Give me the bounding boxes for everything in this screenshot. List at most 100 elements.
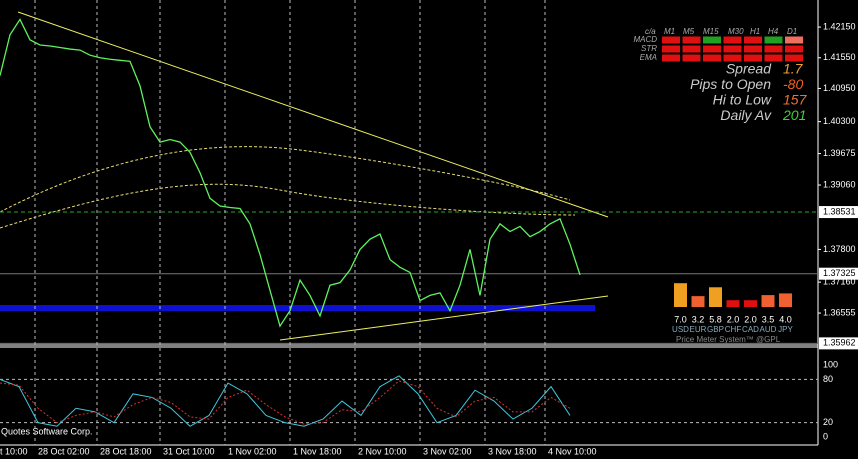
x-tick-label: 3 Nov 02:00 bbox=[423, 446, 472, 456]
signal-cell bbox=[682, 54, 701, 62]
signal-cell bbox=[703, 54, 721, 62]
y-tick-label: 1.42150 bbox=[823, 21, 856, 31]
signal-cell bbox=[682, 45, 701, 53]
signal-cell bbox=[723, 36, 742, 44]
dashboard-row-label: STR bbox=[641, 44, 657, 53]
stat-value: -80 bbox=[783, 76, 803, 92]
level-box bbox=[819, 337, 858, 350]
x-tick-label: 1 Nov 02:00 bbox=[228, 446, 277, 456]
signal-cell bbox=[785, 54, 803, 62]
meter-value: 3.5 bbox=[762, 314, 775, 324]
dashboard-row-label: EMA bbox=[640, 53, 657, 62]
stat-label: Hi to Low bbox=[713, 92, 772, 108]
level-box bbox=[819, 206, 858, 219]
meter-bar bbox=[744, 300, 757, 307]
signal-cell bbox=[785, 45, 803, 53]
x-tick-label: 28 Oct 18:00 bbox=[100, 446, 152, 456]
meter-bar bbox=[761, 295, 775, 307]
y2-tick-label: 0 bbox=[823, 431, 828, 441]
dashboard-header: M5 bbox=[683, 27, 695, 36]
stat-label: Pips to Open bbox=[690, 76, 771, 92]
meter-name: AUD bbox=[760, 325, 777, 334]
x-tick-label: 28 Oct 02:00 bbox=[38, 446, 90, 456]
dashboard-row-label: MACD bbox=[633, 35, 657, 44]
y-tick-label: 1.36555 bbox=[823, 307, 856, 317]
dashboard-header: D1 bbox=[787, 27, 797, 36]
signal-cell bbox=[764, 45, 783, 53]
meter-value: 7.0 bbox=[674, 314, 687, 324]
signal-cell bbox=[662, 45, 680, 53]
signal-cell bbox=[682, 36, 701, 44]
meter-name: JPY bbox=[778, 325, 793, 334]
signal-cell bbox=[703, 45, 721, 53]
meter-value: 5.8 bbox=[709, 314, 722, 324]
watermark: Quotes Software Corp. bbox=[1, 426, 93, 436]
meter-name: USD bbox=[672, 325, 689, 334]
y-tick-label: 1.41550 bbox=[823, 52, 856, 62]
dashboard-header: M30 bbox=[728, 27, 744, 36]
meter-bar bbox=[709, 287, 722, 307]
stat-label: Daily Av bbox=[720, 107, 772, 123]
y2-tick-label: 100 bbox=[823, 359, 838, 369]
meter-bar bbox=[674, 283, 687, 307]
meter-name: CAD bbox=[742, 325, 759, 334]
dashboard-header: M15 bbox=[703, 27, 719, 36]
x-tick-label: 3 Nov 18:00 bbox=[488, 446, 537, 456]
meter-name: CHF bbox=[725, 325, 742, 334]
signal-cell bbox=[764, 36, 783, 44]
stat-value: 1.7 bbox=[783, 61, 804, 77]
support-band bbox=[0, 305, 595, 311]
y2-tick-label: 20 bbox=[823, 417, 833, 427]
price-line bbox=[0, 18, 581, 328]
dashboard-header: H1 bbox=[750, 27, 760, 36]
y-tick-label: 1.37800 bbox=[823, 244, 856, 254]
level-label: 1.35962 bbox=[823, 338, 856, 348]
dashboard-header: c/a bbox=[645, 27, 656, 36]
trend-line bbox=[279, 295, 609, 341]
signal-cell bbox=[723, 45, 742, 53]
dashboard-header: M1 bbox=[664, 27, 675, 36]
trend-line bbox=[17, 11, 609, 218]
meter-value: 2.0 bbox=[727, 314, 740, 324]
signal-cell bbox=[744, 54, 762, 62]
meter-name: GBP bbox=[707, 325, 724, 334]
y-tick-label: 1.39675 bbox=[823, 148, 856, 158]
y-tick-label: 1.40950 bbox=[823, 83, 856, 93]
y-tick-label: 1.37160 bbox=[823, 277, 856, 287]
x-tick-label: 2 Nov 10:00 bbox=[358, 446, 407, 456]
y2-tick-label: 80 bbox=[823, 374, 833, 384]
meter-value: 2.0 bbox=[744, 314, 757, 324]
oscillator-line bbox=[0, 380, 571, 425]
dashboard-header: H4 bbox=[768, 27, 779, 36]
meter-bar bbox=[779, 293, 792, 307]
moving-average bbox=[0, 183, 576, 229]
x-tick-label: 4 Nov 10:00 bbox=[548, 446, 597, 456]
signal-cell bbox=[703, 36, 721, 44]
x-tick-label: 31 Oct 10:00 bbox=[163, 446, 215, 456]
stat-label: Spread bbox=[726, 61, 772, 77]
y-tick-label: 1.39060 bbox=[823, 179, 856, 189]
signal-cell bbox=[764, 54, 783, 62]
signal-cell bbox=[723, 54, 742, 62]
moving-average bbox=[0, 146, 571, 213]
x-tick-label: t 10:00 bbox=[0, 446, 28, 456]
signal-cell bbox=[662, 36, 680, 44]
x-tick-label: 1 Nov 18:00 bbox=[293, 446, 342, 456]
stat-value: 201 bbox=[782, 107, 806, 123]
signal-cell bbox=[662, 54, 680, 62]
signal-cell bbox=[744, 36, 762, 44]
signal-cell bbox=[785, 36, 803, 44]
meter-value: 3.2 bbox=[692, 314, 705, 324]
meter-name: EUR bbox=[690, 325, 707, 334]
level-box bbox=[819, 267, 858, 280]
meter-bar bbox=[726, 300, 740, 307]
meter-caption: Price Meter System™ @GPL bbox=[676, 335, 781, 344]
signal-cell bbox=[744, 45, 762, 53]
meter-value: 4.0 bbox=[779, 314, 792, 324]
y-tick-label: 1.40300 bbox=[823, 116, 856, 126]
meter-bar bbox=[691, 296, 705, 307]
level-label: 1.38531 bbox=[823, 206, 856, 216]
